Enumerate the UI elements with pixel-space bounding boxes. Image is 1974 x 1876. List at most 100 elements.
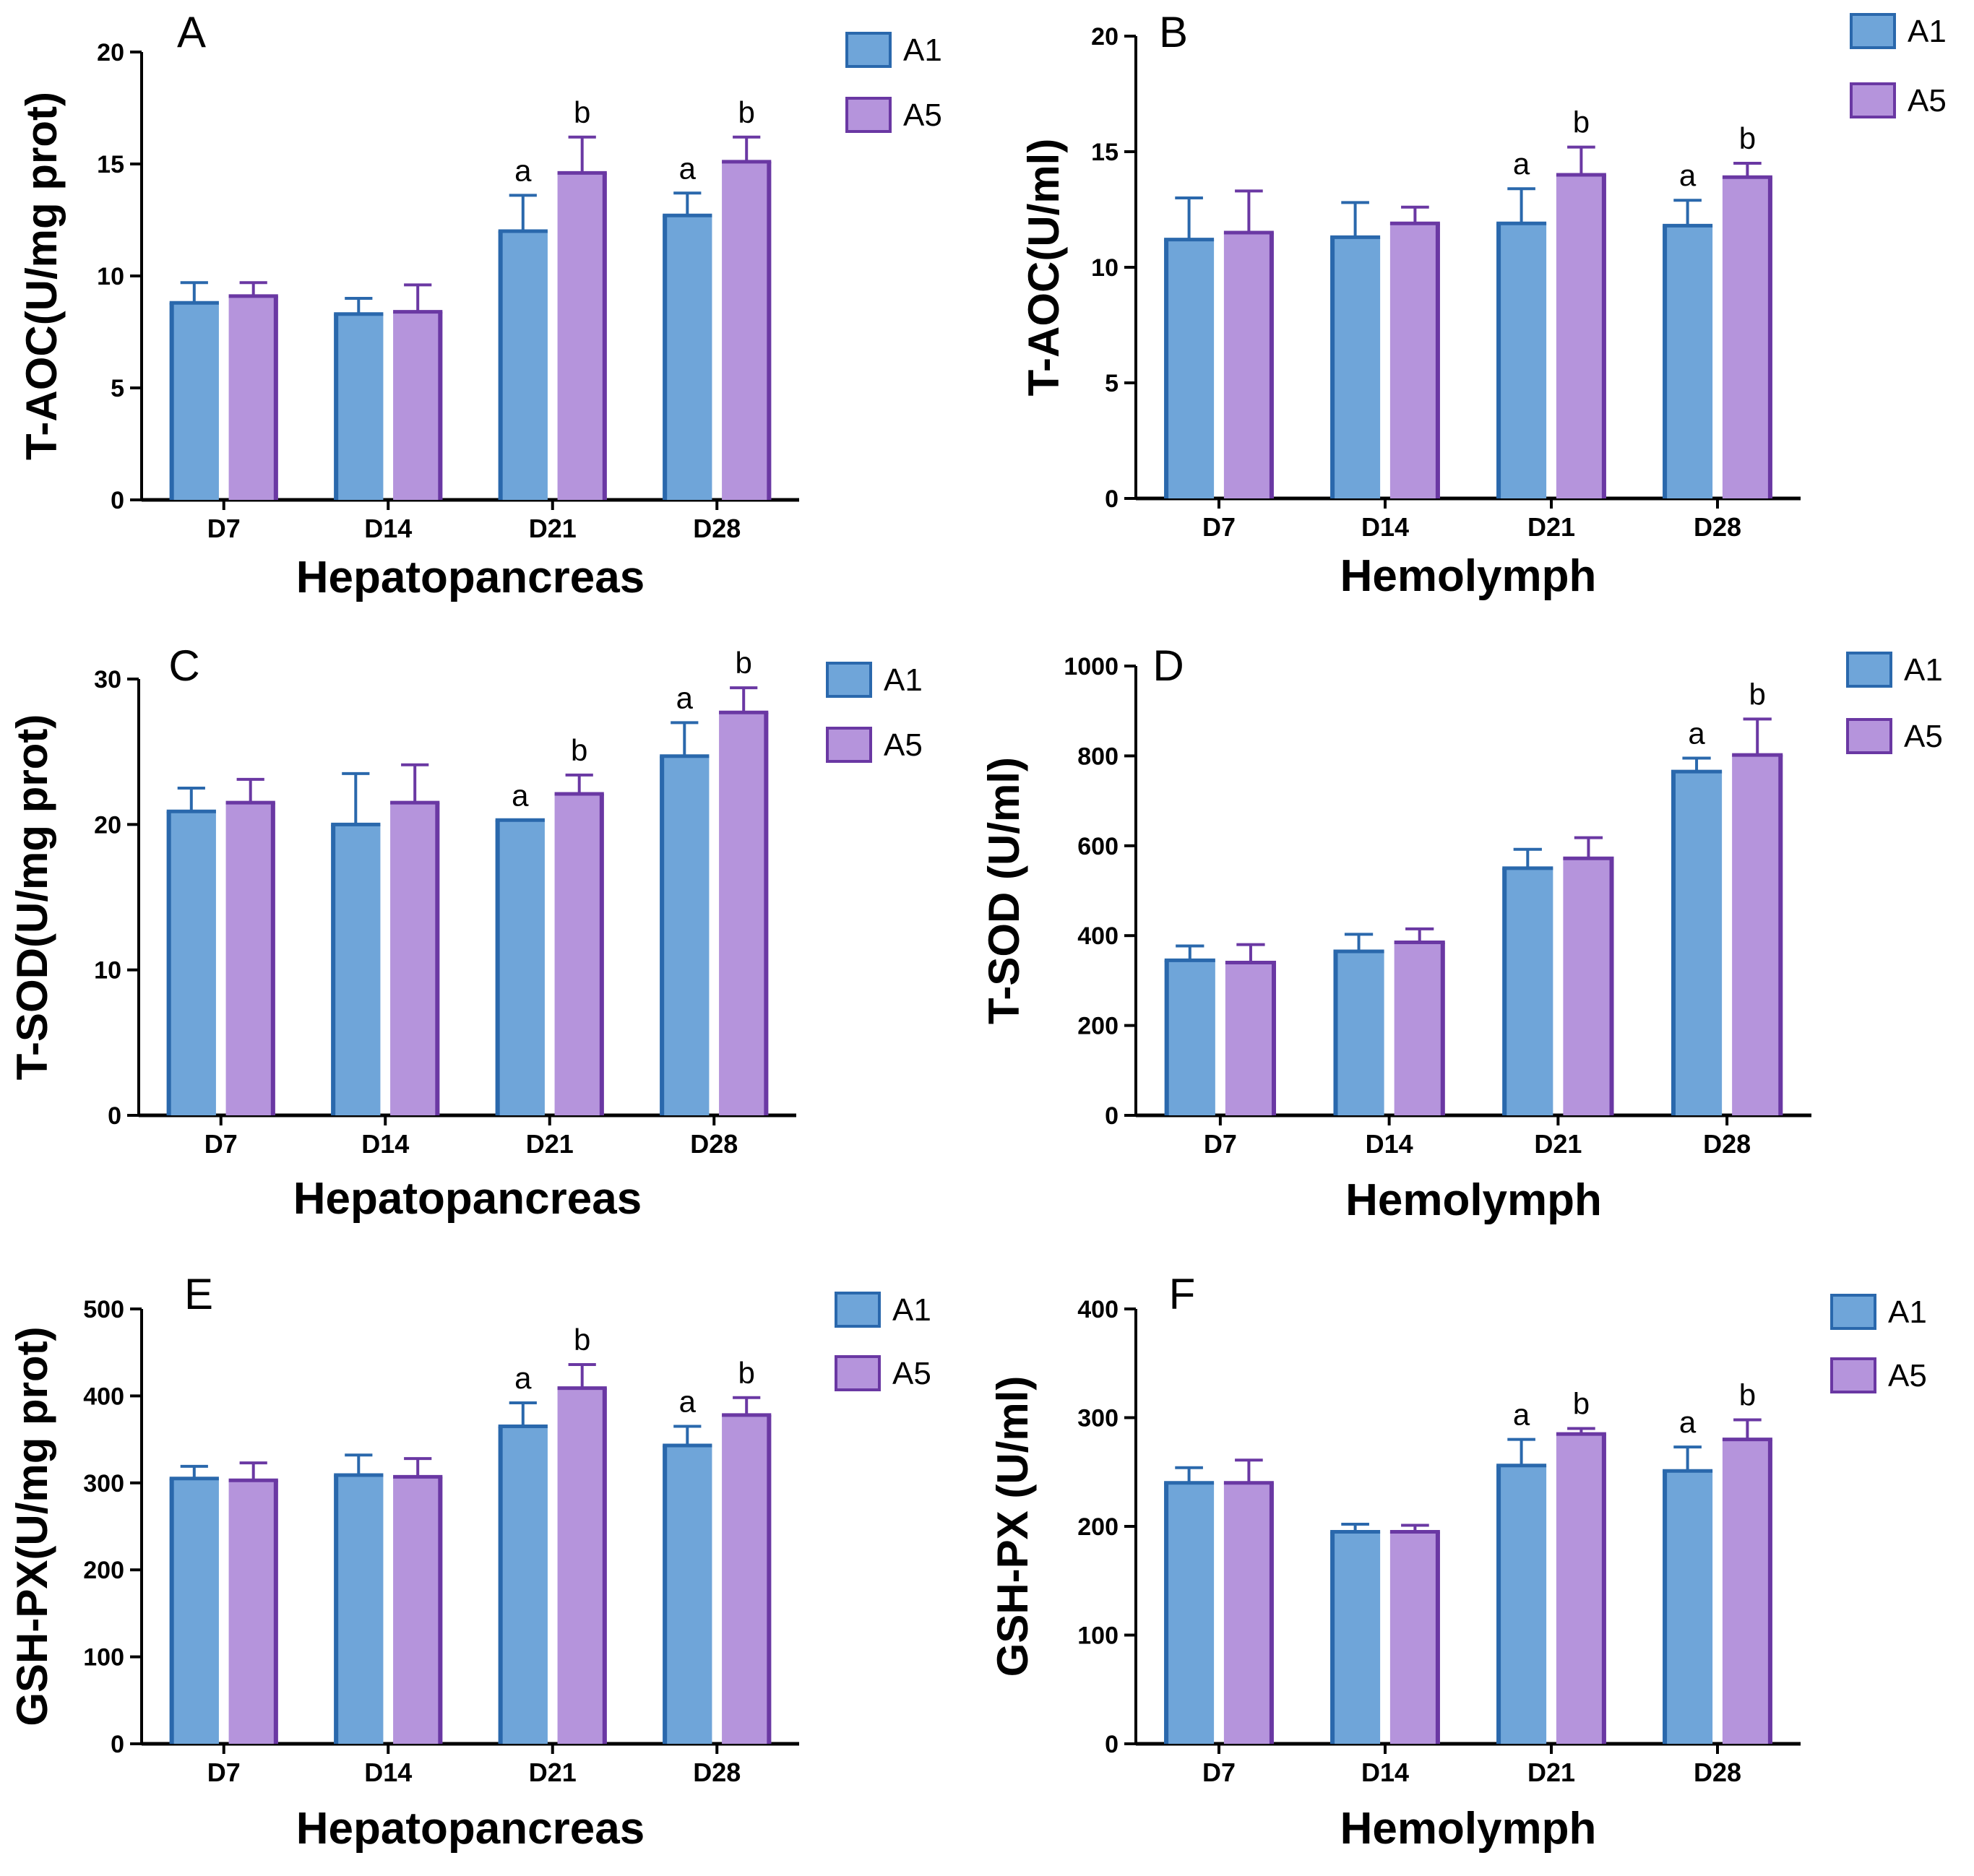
- bar-a1: [1663, 1471, 1713, 1744]
- y-tick-label: 15: [1091, 139, 1119, 166]
- y-tick-label: 0: [1105, 485, 1119, 513]
- significance-label: a: [1679, 158, 1697, 192]
- x-tick-label: D28: [1694, 512, 1741, 542]
- bar-a5: [722, 161, 772, 500]
- panel-label: D: [1152, 641, 1184, 690]
- significance-label: b: [1739, 1378, 1756, 1412]
- bar-a5: [1225, 962, 1277, 1115]
- chart-panel-F: 0 100 200 300 400 D7 D14 D21 a b D28 a b GSH-PX (U/ml…: [988, 1270, 1927, 1854]
- significance-label: b: [571, 733, 587, 767]
- significance-label: a: [514, 1361, 532, 1395]
- x-tick-label: D14: [1361, 512, 1409, 542]
- bar-a5: [557, 1388, 607, 1744]
- y-tick-label: 400: [83, 1383, 124, 1410]
- bar-a1: [1502, 868, 1553, 1115]
- legend-label-a5: A5: [892, 1356, 931, 1391]
- x-tick-label: D28: [1694, 1758, 1741, 1787]
- x-tick-label: D28: [1703, 1129, 1751, 1159]
- y-tick-label: 200: [1077, 1013, 1119, 1040]
- x-tick-label: D21: [526, 1129, 574, 1159]
- bar-a5: [393, 1477, 443, 1744]
- panel-label: E: [184, 1270, 213, 1318]
- x-axis-label: Hemolymph: [1340, 1804, 1597, 1854]
- bar-a1: [498, 1426, 548, 1744]
- legend-label-a5: A5: [1908, 83, 1947, 118]
- x-tick-label: D21: [1534, 1129, 1582, 1159]
- x-tick-label: D7: [204, 1129, 238, 1159]
- legend-label-a5: A5: [884, 727, 923, 763]
- x-axis-label: Hepatopancreas: [293, 1174, 642, 1224]
- significance-label: b: [1739, 121, 1756, 155]
- x-tick-label: D21: [529, 1758, 577, 1787]
- significance-label: a: [679, 151, 697, 185]
- y-axis-label: GSH-PX(U/mg prot): [8, 1326, 56, 1726]
- bar-a1: [660, 756, 710, 1115]
- y-tick-label: 100: [1077, 1622, 1119, 1650]
- significance-label: a: [1679, 1405, 1697, 1439]
- x-tick-label: D28: [690, 1129, 738, 1159]
- bar-a5: [1223, 1482, 1274, 1744]
- bar-a5: [1223, 233, 1274, 498]
- bar-a1: [495, 820, 545, 1115]
- y-tick-label: 0: [111, 1731, 124, 1758]
- legend-swatch-a5: [826, 727, 872, 763]
- y-axis-label: T-SOD (U/ml): [980, 757, 1028, 1024]
- significance-label: b: [1573, 1387, 1590, 1421]
- legend-label-a5: A5: [1904, 719, 1943, 754]
- x-tick-label: D14: [361, 1129, 409, 1159]
- y-tick-label: 10: [94, 957, 121, 985]
- bar-a5: [557, 173, 607, 500]
- y-tick-label: 0: [111, 487, 124, 514]
- y-tick-label: 500: [83, 1296, 124, 1323]
- legend-label-a1: A1: [1908, 14, 1947, 49]
- significance-label: b: [736, 646, 752, 680]
- legend-swatch-a1: [826, 662, 872, 698]
- chart-panel-D: 0 200 400 600 800 1000 D7 D14 D21 D28 a b T-SOD (U/m…: [980, 641, 1943, 1225]
- bar-a1: [1164, 239, 1215, 498]
- x-tick-label: D28: [693, 1758, 741, 1787]
- bar-a5: [225, 803, 275, 1115]
- bar-a5: [1722, 177, 1772, 498]
- y-tick-label: 20: [1091, 23, 1119, 51]
- x-tick-label: D14: [1361, 1758, 1409, 1787]
- significance-label: a: [676, 680, 694, 714]
- x-tick-label: D28: [693, 514, 741, 543]
- y-axis-label: GSH-PX (U/ml): [988, 1376, 1037, 1677]
- panel-label: F: [1169, 1270, 1196, 1318]
- legend-swatch-a1: [1850, 13, 1896, 49]
- bar-a5: [228, 295, 278, 500]
- legend-swatch-a5: [1850, 82, 1896, 118]
- significance-label: a: [1688, 717, 1705, 751]
- significance-label: b: [738, 95, 755, 129]
- significance-label: a: [679, 1385, 697, 1419]
- bar-a1: [1330, 237, 1381, 498]
- bar-a1: [1164, 1482, 1215, 1744]
- bar-a1: [1330, 1531, 1381, 1744]
- bar-a1: [663, 1445, 712, 1744]
- significance-label: b: [1749, 677, 1766, 711]
- y-tick-label: 1000: [1064, 653, 1119, 680]
- legend-label-a5: A5: [903, 98, 942, 133]
- bar-a5: [1556, 1434, 1606, 1744]
- bar-a1: [169, 303, 219, 500]
- bar-a5: [1722, 1439, 1772, 1744]
- x-axis-label: Hepatopancreas: [296, 1804, 645, 1854]
- y-tick-label: 200: [1077, 1513, 1119, 1541]
- x-tick-label: D21: [1527, 512, 1575, 542]
- legend-label-a1: A1: [903, 33, 942, 68]
- y-tick-label: 10: [1091, 254, 1119, 282]
- bar-a1: [166, 811, 216, 1115]
- y-axis-label: T-SOD(U/mg prot): [8, 714, 56, 1081]
- bar-a5: [228, 1480, 278, 1744]
- x-tick-label: D7: [207, 1758, 241, 1787]
- y-tick-label: 300: [83, 1470, 124, 1497]
- y-tick-label: 300: [1077, 1405, 1119, 1432]
- x-tick-label: D14: [364, 514, 412, 543]
- y-tick-label: 5: [111, 375, 124, 402]
- y-axis-label: T-AOC(U/mg prot): [17, 92, 66, 460]
- legend-swatch-a1: [835, 1292, 881, 1328]
- x-tick-label: D7: [1204, 1129, 1237, 1159]
- chart-panel-E: 0 100 200 300 400 500 D7 D14 D21 a b D28 a b GSH-PX(U/…: [8, 1270, 931, 1854]
- y-tick-label: 5: [1105, 370, 1119, 397]
